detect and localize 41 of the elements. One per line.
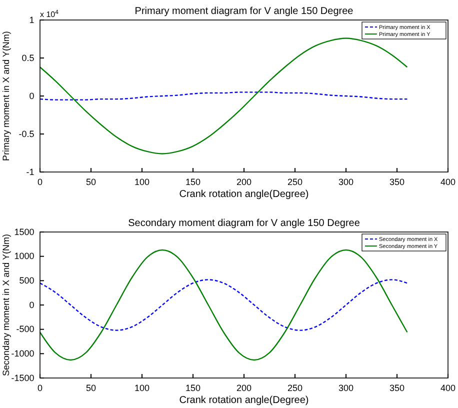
line-series (39, 92, 408, 100)
y-tick-label: -1500 (11, 372, 34, 383)
line-series (39, 249, 408, 361)
x-tick-label: 200 (236, 382, 252, 393)
x-tick-label: 50 (86, 176, 96, 187)
x-tick-label: 300 (338, 176, 354, 187)
chart-title: Secondary moment diagram for V angle 150 Degree (128, 218, 360, 229)
x-tick-label: 100 (134, 176, 150, 187)
x-tick-label: 100 (134, 382, 150, 393)
y-tick-label: 1500 (14, 226, 34, 237)
y-axis-title: Secondary moment in X and Y(Nm) (1, 234, 11, 376)
x-tick-label: 150 (185, 382, 201, 393)
x-tick-label: 0 (37, 382, 43, 393)
x-axis-title: Crank rotation angle(Degree) (179, 189, 309, 200)
x-tick-label: 200 (236, 176, 252, 187)
x-tick-label: 0 (37, 176, 43, 187)
x-tick-label: 350 (389, 176, 405, 187)
x-tick-label: 150 (185, 176, 201, 187)
chart-title: Primary moment diagram for V angle 150 Degree (134, 6, 354, 17)
y-tick-label: -1 (26, 166, 34, 177)
y-tick-label: -1000 (11, 348, 34, 359)
x-axis-title: Crank rotation angle(Degree) (179, 395, 309, 406)
x-tick-label: 400 (440, 176, 456, 187)
x-tick-label: 50 (86, 382, 96, 393)
x-tick-label: 250 (287, 176, 303, 187)
line-series (39, 279, 408, 331)
x-tick-label: 250 (287, 382, 303, 393)
y-tick-label: -500 (16, 324, 34, 334)
y-axis-title: Primary moment in X and Y(Nm) (1, 31, 11, 161)
y-tick-label: 0.5 (22, 52, 34, 63)
y-tick-label: 1000 (14, 251, 34, 262)
x-tick-label: 300 (338, 382, 354, 393)
line-series (39, 38, 408, 154)
y-tick-label: 0 (29, 90, 34, 101)
y-tick-label: 0 (29, 300, 34, 310)
y-tick-label: 500 (19, 276, 34, 286)
text: x 10$^{4}$ (40, 9, 60, 19)
y-tick-label: 1 (29, 14, 34, 25)
y-tick-label: -0.5 (18, 128, 34, 139)
x-tick-label: 350 (389, 382, 405, 393)
x-tick-label: 400 (440, 382, 456, 393)
